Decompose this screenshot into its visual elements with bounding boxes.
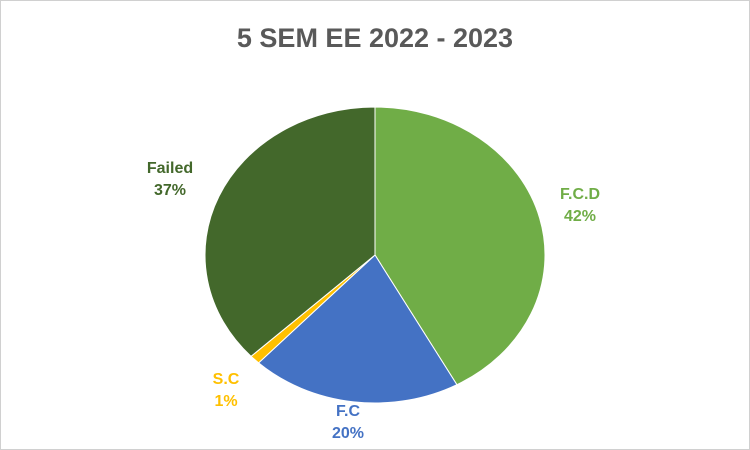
pie-slice [204,106,376,357]
slice-value-label: 20% [332,425,364,442]
slice-label: S.C [213,371,240,388]
pie-slice [374,106,546,386]
pie-slice [257,254,458,404]
slice-value-label: 42% [564,208,596,225]
slice-label: Failed [147,160,193,177]
slice-value-label: 1% [214,393,237,410]
slice-label: F.C.D [560,186,600,203]
slice-value-label: 37% [154,182,186,199]
chart-title: 5 SEM EE 2022 - 2023 [237,23,513,53]
slice-label: F.C [336,403,360,420]
